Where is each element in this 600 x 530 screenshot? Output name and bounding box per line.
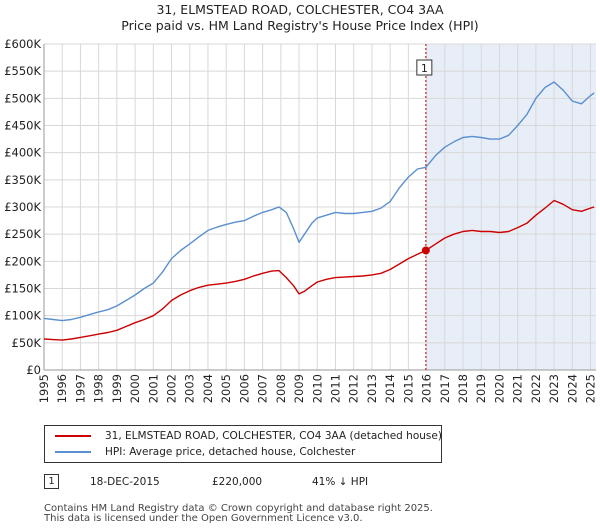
x-tick-label: 2024 [565,374,579,403]
series-line-property [43,199,595,341]
transaction-date: 18-DEC-2015 [90,476,160,488]
price-chart: £0 £50K £100K £150K £200K £250K £300K £350K £400… [4,37,598,403]
x-tick-label: 2013 [365,374,379,403]
x-tick-label: 2019 [474,374,488,403]
sale-point [421,246,430,255]
x-tick-label: 2007 [256,374,270,403]
sale-marker-label: 1 [421,62,428,75]
x-tick-label: 2004 [201,374,215,403]
legend-label-property: 31, ELMSTEAD ROAD, COLCHESTER, CO4 3AA (… [105,430,442,442]
transaction-price: £220,000 [212,476,263,488]
x-tick-label: 2020 [492,374,506,403]
x-tick-label: 2016 [420,374,434,403]
x-tick-label: 2021 [511,374,525,403]
transaction-marker: 1 [44,474,59,489]
legend-swatch-property [55,435,91,437]
x-tick-label: 2010 [310,374,324,403]
x-tick-label: 2012 [347,374,361,403]
y-tick-label: £500K [4,91,41,105]
chart-subtitle: Price paid vs. HM Land Registry's House … [121,18,479,33]
legend-label-hpi: HPI: Average price, detached house, Colc… [105,446,356,458]
x-tick-label: 1996 [55,374,69,403]
legend-swatch-hpi [55,451,91,453]
x-tick-label: 2006 [237,374,251,403]
transaction-vs-hpi: 41% ↓ HPI [312,476,369,488]
y-tick-label: £300K [4,200,41,214]
legend-item-property: 31, ELMSTEAD ROAD, COLCHESTER, CO4 3AA (… [55,429,442,443]
y-tick-label: £0 [26,363,41,377]
y-tick-label: £100K [4,309,41,323]
y-tick-label: £450K [4,119,41,133]
x-tick-label: 1998 [92,374,106,403]
y-tick-label: £600K [4,37,41,51]
footer-license: This data is licensed under the Open Gov… [44,513,363,524]
x-tick-label: 2014 [383,374,397,403]
x-tick-label: 2011 [328,374,342,403]
x-tick-label: 2022 [529,374,543,403]
x-tick-label: 2001 [146,374,160,403]
y-tick-label: £400K [4,146,41,160]
y-tick-label: £250K [4,227,41,241]
x-tick-label: 2018 [456,374,470,403]
x-tick-label: 2009 [292,374,306,403]
chart-title: 31, ELMSTEAD ROAD, COLCHESTER, CO4 3AA [156,2,444,17]
series-line-hpi [43,81,595,322]
x-tick-label: 2005 [219,374,233,403]
legend-item-hpi: HPI: Average price, detached house, Colc… [55,445,355,459]
y-tick-label: £50K [12,336,42,350]
x-tick-label: 2002 [165,374,179,403]
x-tick-label: 2003 [183,374,197,403]
x-tick-label: 2017 [438,374,452,403]
x-tick-label: 1999 [110,374,124,403]
x-tick-label: 2000 [128,374,142,403]
y-tick-label: £200K [4,254,41,268]
x-tick-label: 1997 [73,374,87,403]
x-tick-label: 2025 [584,374,598,403]
x-tick-label: 2023 [547,374,561,403]
y-tick-label: £350K [4,173,41,187]
sale-marker-box [416,59,433,76]
footer-copyright: Contains HM Land Registry data © Crown c… [44,503,433,514]
x-tick-label: 2008 [274,374,288,403]
legend: 31, ELMSTEAD ROAD, COLCHESTER, CO4 3AA (… [44,425,442,463]
y-tick-label: £150K [4,282,41,296]
x-tick-label: 2015 [401,374,415,403]
x-tick-label: 1995 [37,374,51,403]
y-tick-label: £550K [4,64,41,78]
